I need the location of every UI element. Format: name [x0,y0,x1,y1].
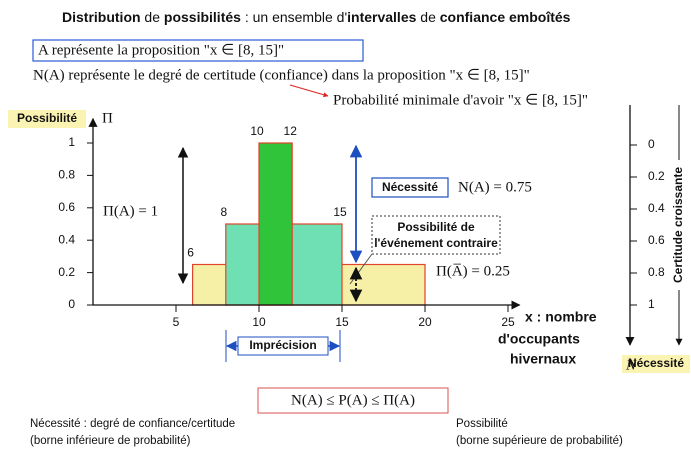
title-part: confiance emboîtés [440,9,571,25]
necessity-value: N(A) = 0.75 [458,179,532,195]
y2-tick-label: 0.6 [648,233,665,247]
y-tick-label: 0.4 [58,232,75,246]
x-label: hivernaux [510,351,576,367]
note-pointer [289,84,329,98]
contrary-box-label: Possibilité de [397,220,475,234]
x-tick-label: 5 [173,315,180,329]
definition: N(A) représente le degré de certitude (c… [33,67,530,83]
interval-end-label: 10 [250,124,264,138]
y-tick-label: 0.2 [58,265,75,279]
note: Possibilité [456,418,508,430]
title-part: : un ensemble d' [241,9,347,25]
x-tick-label: 15 [335,315,349,329]
y2-tick-label: 0 [648,137,655,151]
interval-end-label: 12 [284,124,298,138]
contrary-box [371,215,501,255]
x-tick-label: 25 [501,315,515,329]
y-tick-label: 1 [68,135,75,149]
contrary-value: Π(A̅) = 0.25 [436,263,510,279]
y2-label-box [622,355,690,373]
note: (borne supérieure de probabilité) [456,435,623,447]
x-tick-label: 20 [418,315,432,329]
x-label: d'occupants [498,331,580,347]
imprecision-label: Imprécision [249,338,316,352]
x-tick-label: 10 [252,315,266,329]
contrary-box-label: l'événement contraire [374,236,498,250]
x-label: x : nombre [525,309,597,325]
probability-note: Probabilité minimale d'avoir "x ∈ [8, 15… [333,92,588,108]
y-tick-label: 0 [68,297,75,311]
y-tick-label: 0.8 [58,168,75,182]
y2-label: Nécessité [628,356,684,370]
interval-end-label: 15 [333,205,347,219]
interval-end-label: 6 [187,246,194,260]
y2-side-label: Certitude croissante [671,167,685,283]
title-part: de [416,9,439,25]
y-tick-label: 0.6 [58,200,75,214]
title-part: de [141,9,164,25]
interval [258,142,293,306]
necessity-box-label: Nécessité [382,180,438,194]
title-part: possibilités [164,9,241,25]
note: (borne inférieure de probabilité) [30,435,191,447]
title-part: intervalles [347,9,416,25]
title: Distribution de possibilités : un ensemb… [62,9,571,25]
y2-tick-label: 0.2 [648,169,665,183]
title-part: Distribution [62,9,141,25]
possibility-value: Π(A) = 1 [103,203,158,219]
y2-tick-label: 0.8 [648,265,665,279]
formula: N(A) ≤ P(A) ≤ Π(A) [291,392,415,408]
y2-tick-label: 0.4 [648,201,665,215]
imprecision-box [237,336,329,356]
note: Nécessité : degré de confiance/certitude [30,418,235,430]
y-label-box [8,110,86,128]
y2-tick-label: 1 [648,297,655,311]
formula-box [257,387,449,414]
y2-symbol: N [625,357,637,373]
proposition-box [32,39,364,62]
proposition: A représente la proposition "x ∈ [8, 15]… [38,42,284,58]
y-label: Possibilité [17,111,77,125]
y-symbol: Π [102,110,113,126]
necessity-box [371,177,449,198]
interval-end-label: 8 [220,205,227,219]
